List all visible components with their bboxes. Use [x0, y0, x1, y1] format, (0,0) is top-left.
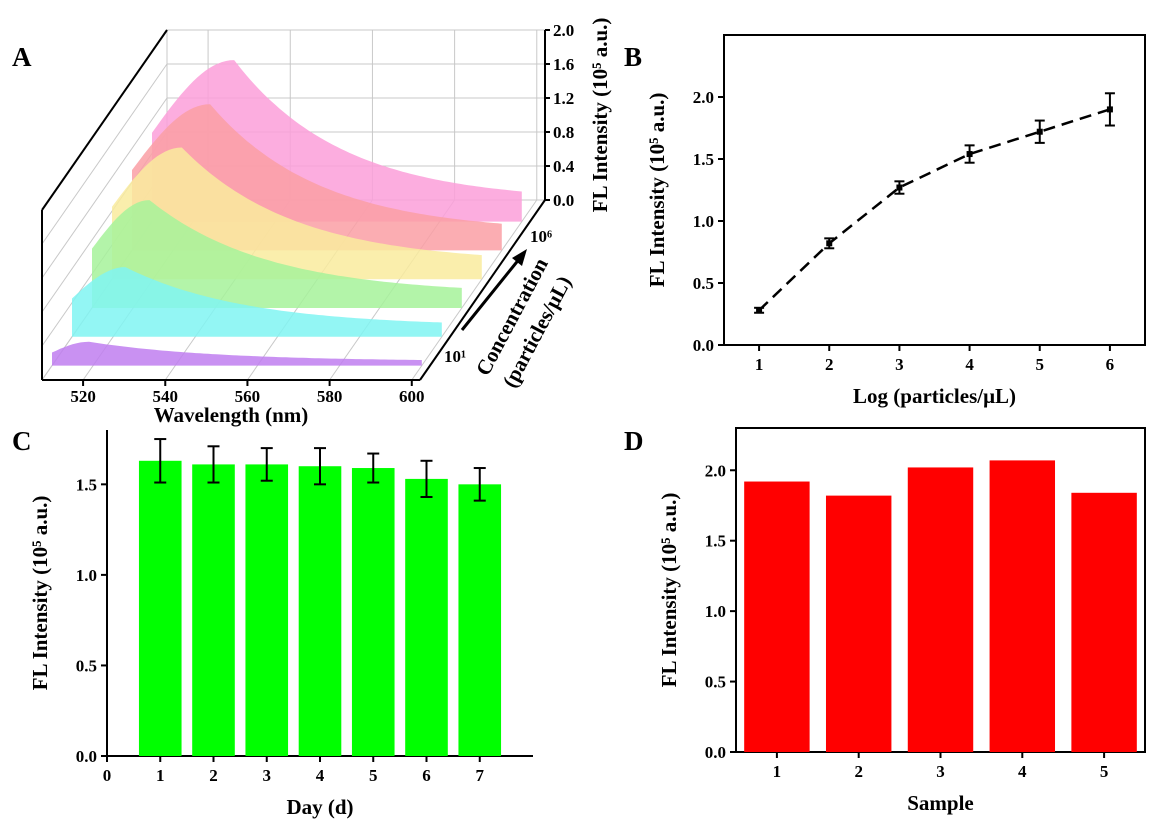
z-tick-label: 0.8 — [553, 123, 574, 142]
x-tick-label: 5 — [369, 766, 378, 785]
y-tick-label: 1.5 — [693, 150, 714, 169]
x-tick-label: 7 — [476, 766, 485, 785]
bar-sample-5 — [1071, 492, 1137, 752]
y-tick-label: 1.0 — [76, 566, 97, 585]
y-tick-label: 0.0 — [705, 743, 726, 762]
data-point — [896, 184, 903, 191]
x-tick-label: 6 — [1106, 355, 1115, 374]
z-tick-label: 2.0 — [553, 21, 574, 40]
bar-day-7 — [458, 484, 502, 756]
panel-b-line-chart: 0.0 0.5 1.0 1.5 2.0 1 2 3 4 5 6 Log (particles/μL) F… — [645, 34, 1146, 408]
x-tick-label: 5 — [1036, 355, 1045, 374]
y-tick-label: 1.5 — [76, 475, 97, 494]
spectrum-series-1 — [52, 341, 422, 366]
y-axis-title: FL Intensity (10⁵ a.u.) — [657, 493, 681, 688]
depth-axis-line — [419, 199, 546, 381]
spectrum-series-3 — [92, 200, 462, 308]
y-tick-label: 0.5 — [705, 673, 726, 692]
y-tick-label: 1.0 — [705, 602, 726, 621]
z-tick-label: 0.4 — [553, 157, 575, 176]
y-tick-label: 1.0 — [693, 212, 714, 231]
panel-label-a: A — [12, 42, 32, 72]
plot-frame — [723, 34, 1146, 346]
bar-sample-3 — [907, 467, 974, 752]
bar-day-1 — [138, 460, 182, 756]
y-tick-label: 0.5 — [693, 274, 714, 293]
y-axis-title: FL Intensity (10⁵ a.u.) — [28, 496, 52, 691]
side-wall-gridline — [41, 97, 168, 279]
x-axis-title: Day (d) — [286, 795, 353, 819]
x-tick-label: 600 — [399, 387, 425, 406]
x-tick-label: 6 — [422, 766, 431, 785]
bar-day-4 — [298, 466, 342, 756]
bar-day-2 — [192, 464, 235, 756]
y-tick-label: 0.5 — [76, 656, 97, 675]
side-wall-top-edge — [41, 29, 168, 211]
x-tick-label: 3 — [936, 762, 945, 781]
x-tick-label: 540 — [153, 387, 179, 406]
z-tick-label: 0.0 — [553, 191, 574, 210]
bar-day-6 — [405, 478, 448, 756]
concentration-arrow-head — [512, 249, 527, 266]
data-point — [826, 240, 833, 247]
depth-low-label: 10¹ — [444, 347, 466, 366]
concentration-arrow — [460, 257, 522, 331]
x-tick-label: 4 — [965, 355, 974, 374]
y-tick-label: 2.0 — [693, 88, 714, 107]
floor-gridline — [411, 199, 538, 381]
panel-label-c: C — [12, 426, 32, 456]
x-tick-label: 1 — [755, 355, 764, 374]
x-axis-title: Log (particles/μL) — [853, 384, 1016, 408]
x-axis-title: Wavelength (nm) — [154, 403, 309, 427]
x-tick-label: 520 — [70, 387, 96, 406]
x-tick-label: 3 — [895, 355, 904, 374]
x-tick-label: 5 — [1100, 762, 1109, 781]
data-point — [1036, 128, 1043, 135]
x-tick-label: 4 — [316, 766, 325, 785]
x-tick-label: 4 — [1018, 762, 1027, 781]
side-wall-gridline — [41, 63, 168, 245]
bar-day-3 — [245, 464, 289, 756]
bar-sample-2 — [825, 495, 892, 752]
data-point — [1106, 106, 1113, 113]
panel-label-d: D — [624, 426, 644, 456]
y-tick-label: 0.0 — [76, 747, 97, 766]
spectrum-series-2 — [72, 267, 442, 337]
x-tick-label: 2 — [825, 355, 834, 374]
x-tick-label: 560 — [235, 387, 261, 406]
x-tick-label: 1 — [156, 766, 165, 785]
z-axis-title: FL Intensity (10⁵ a.u.) — [588, 18, 612, 213]
bar-day-5 — [351, 468, 395, 756]
x-tick-label: 1 — [773, 762, 782, 781]
bar-sample-1 — [744, 481, 810, 752]
y-tick-label: 0.0 — [693, 336, 714, 355]
x-tick-label: 2 — [854, 762, 863, 781]
series-line — [758, 108, 1111, 312]
x-tick-label: 0 — [103, 766, 112, 785]
depth-high-label: 10⁶ — [530, 227, 552, 246]
panel-c-bar-chart: 0.0 0.5 1.0 1.5 0 1 2 3 4 5 6 7 Day (d) FL Intensity … — [28, 430, 533, 819]
data-point — [966, 151, 973, 158]
z-tick-label: 1.6 — [553, 55, 574, 74]
z-tick-label: 1.2 — [553, 89, 574, 108]
x-axis-title: Sample — [907, 791, 974, 815]
panel-d-bar-chart: 0.0 0.5 1.0 1.5 2.0 1 2 3 4 5 Sample FL Intensity (… — [657, 427, 1146, 815]
x-tick-label: 2 — [209, 766, 218, 785]
x-tick-label: 580 — [317, 387, 343, 406]
panel-a-3d-spectra: 520 540 560 580 600 Wavelength (nm) 0.0 0.4 0.8 1… — [41, 18, 612, 427]
y-tick-label: 2.0 — [705, 461, 726, 480]
bar-sample-4 — [989, 460, 1056, 752]
y-axis-title: FL Intensity (10⁵ a.u.) — [645, 93, 669, 288]
y-tick-label: 1.5 — [705, 532, 726, 551]
data-point — [756, 307, 763, 314]
x-tick-label: 3 — [263, 766, 272, 785]
panel-label-b: B — [624, 42, 642, 72]
